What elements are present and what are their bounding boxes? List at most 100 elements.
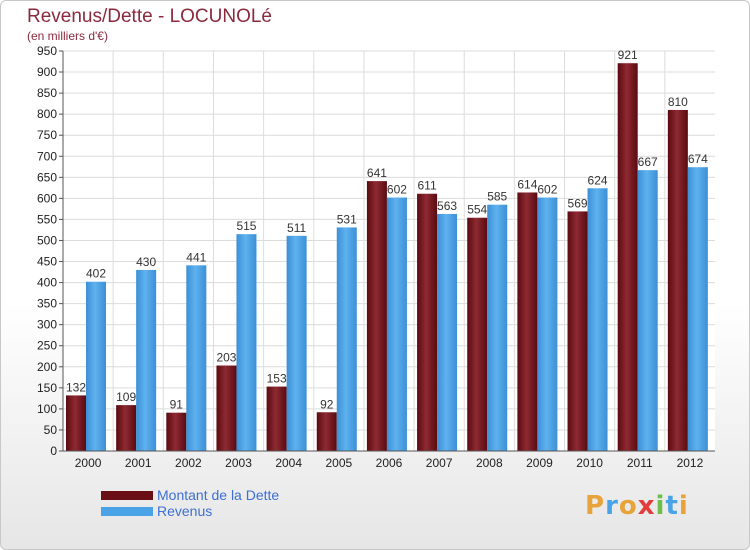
y-tick-label: 800 [37, 107, 57, 121]
bar-debt [417, 193, 438, 451]
y-tick-label: 450 [37, 255, 57, 269]
legend-label-revenue: Revenus [157, 503, 213, 519]
data-label-debt: 569 [568, 196, 588, 210]
x-tick-label: 2009 [526, 456, 553, 470]
data-label-revenue: 430 [136, 255, 156, 269]
y-tick-label: 250 [37, 339, 57, 353]
logo-letter: o [618, 491, 638, 521]
bar-revenue [86, 281, 106, 451]
x-tick-label: 2003 [225, 456, 252, 470]
logo-letter: i [678, 491, 689, 521]
bar-debt [517, 192, 538, 451]
chart-title: Revenus/Dette - LOCUNOLé [27, 6, 272, 27]
bar-revenue [537, 197, 558, 451]
y-tick-label: 550 [37, 212, 57, 226]
data-label-revenue: 515 [236, 219, 256, 233]
data-label-debt: 614 [517, 177, 537, 191]
data-label-debt: 810 [668, 95, 688, 109]
data-label-debt: 921 [618, 48, 638, 62]
data-label-revenue: 602 [537, 183, 557, 197]
bar-revenue [637, 170, 658, 451]
logo-letter: P [585, 491, 606, 521]
bar-debt [366, 181, 387, 451]
bar-revenue [386, 197, 407, 451]
logo-letter: x [637, 491, 656, 521]
bar-revenue [687, 167, 708, 452]
x-tick-label: 2010 [576, 456, 603, 470]
x-tick-label: 2005 [325, 456, 352, 470]
y-tick-label: 200 [37, 360, 57, 374]
x-tick-label: 2008 [476, 456, 503, 470]
bar-debt [667, 109, 688, 452]
proxiti-logo: Proxiti [585, 491, 689, 521]
bar-debt [567, 211, 588, 451]
bar-revenue [186, 265, 207, 451]
x-tick-label: 2000 [75, 456, 102, 470]
legend-swatch-debt [101, 491, 153, 500]
data-label-revenue: 441 [186, 250, 206, 264]
logo-letter: i [655, 491, 666, 521]
y-tick-label: 950 [37, 44, 57, 58]
x-tick-label: 2006 [376, 456, 403, 470]
legend-swatch-revenue [101, 507, 153, 516]
y-tick-label: 100 [37, 402, 57, 416]
bar-debt [617, 63, 638, 452]
bar-revenue [236, 234, 257, 451]
y-tick-label: 850 [37, 86, 57, 100]
data-label-debt: 203 [216, 351, 236, 365]
y-tick-label: 400 [37, 276, 57, 290]
data-label-revenue: 402 [86, 267, 106, 281]
data-label-revenue: 511 [287, 221, 306, 235]
data-label-revenue: 667 [638, 155, 658, 169]
y-tick-label: 650 [37, 170, 57, 184]
y-tick-label: 900 [37, 65, 57, 79]
data-label-revenue: 602 [387, 183, 407, 197]
bar-revenue [587, 188, 608, 451]
x-tick-label: 2002 [175, 456, 202, 470]
bar-debt [266, 386, 287, 451]
x-tick-label: 2012 [677, 456, 704, 470]
bar-revenue [336, 227, 357, 451]
y-tick-label: 750 [37, 128, 57, 142]
data-label-revenue: 531 [337, 212, 357, 226]
y-tick-label: 0 [50, 444, 57, 458]
x-tick-label: 2004 [275, 456, 302, 470]
chart-subtitle: (en milliers d'€) [27, 29, 108, 43]
y-tick-label: 350 [37, 297, 57, 311]
bar-debt [467, 217, 488, 451]
data-label-debt: 153 [267, 372, 287, 386]
y-tick-label: 150 [37, 381, 57, 395]
y-tick-label: 500 [37, 233, 57, 247]
y-tick-label: 600 [37, 191, 57, 205]
y-tick-label: 700 [37, 149, 57, 163]
data-label-debt: 109 [116, 390, 136, 404]
bar-revenue [487, 204, 508, 451]
bar-revenue [286, 235, 307, 451]
legend-label-debt: Montant de la Dette [157, 487, 280, 503]
logo-letter: t [665, 491, 679, 521]
data-label-debt: 92 [320, 397, 334, 411]
data-label-debt: 611 [418, 179, 437, 193]
data-label-revenue: 624 [588, 173, 608, 187]
bar-revenue [136, 269, 157, 451]
y-tick-label: 300 [37, 318, 57, 332]
data-label-revenue: 563 [437, 199, 457, 213]
bar-debt [216, 365, 237, 451]
bar-debt [116, 405, 137, 451]
bar-debt [166, 412, 187, 451]
y-tick-label: 50 [44, 423, 58, 437]
data-label-revenue: 585 [487, 190, 507, 204]
bar-debt [316, 412, 337, 451]
x-tick-label: 2011 [627, 456, 653, 470]
data-label-debt: 91 [170, 398, 184, 412]
logo-letter: r [605, 491, 619, 521]
data-label-revenue: 674 [688, 152, 708, 166]
bar-debt [66, 395, 86, 451]
data-label-debt: 641 [367, 166, 387, 180]
data-label-debt: 132 [66, 380, 86, 394]
x-tick-label: 2007 [426, 456, 453, 470]
data-label-debt: 554 [467, 203, 487, 217]
x-tick-label: 2001 [125, 456, 152, 470]
